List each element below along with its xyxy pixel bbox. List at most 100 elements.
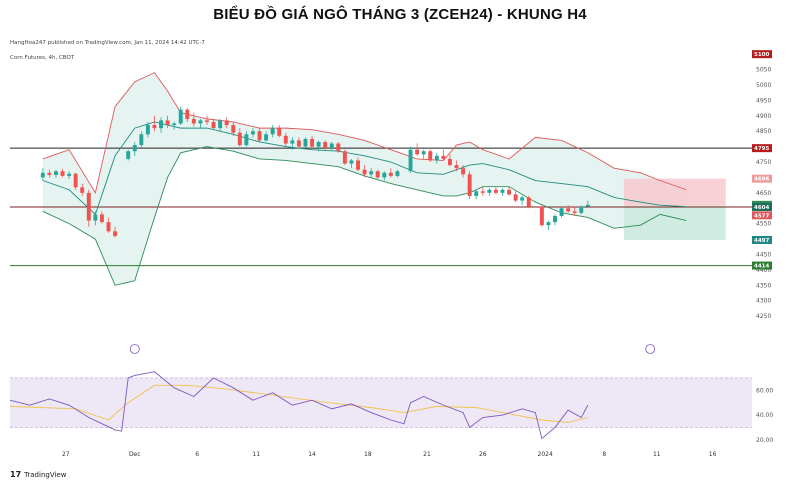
candle-body: [421, 151, 426, 155]
price-badge: [752, 211, 772, 220]
candle-body: [388, 172, 393, 176]
chart-title: BIỂU ĐỒ GIÁ NGÔ THÁNG 3 (ZCEH24) - KHUNG…: [213, 6, 587, 23]
candle-body: [231, 125, 236, 133]
candle-body: [375, 171, 380, 178]
time-tick-label: 16: [709, 451, 717, 458]
candle-body: [67, 173, 72, 176]
candle-body: [539, 206, 544, 226]
candle-body: [566, 208, 571, 212]
candle-body: [47, 172, 52, 175]
event-marker-icon: [645, 344, 656, 354]
price-badge: [752, 235, 772, 244]
rsi-tick-label: 60.00: [756, 387, 773, 394]
candle-body: [290, 140, 295, 144]
candle-body: [218, 120, 223, 129]
candle-body: [316, 141, 321, 147]
rsi-ma-line: [9, 384, 588, 423]
candle-body: [329, 143, 334, 149]
candle-body: [434, 155, 439, 161]
time-tick-label: 11: [653, 451, 661, 458]
candle-body: [362, 169, 367, 175]
price-tick-label: 4300: [756, 298, 771, 305]
candle-body: [428, 151, 433, 161]
symbol-label: Corn Futures, 4h, CBOT: [10, 55, 75, 61]
candle-body: [513, 194, 518, 201]
time-tick-label: 26: [479, 451, 487, 458]
candle-body: [73, 173, 78, 188]
candle-body: [349, 160, 354, 164]
price-badge-label: 4414: [754, 264, 769, 270]
candle-body: [80, 187, 85, 193]
candle-body: [356, 160, 360, 170]
price-tick-label: 4550: [756, 221, 771, 228]
candle-body: [250, 131, 255, 135]
time-tick-label: 14: [308, 451, 316, 458]
candle-body: [559, 208, 564, 216]
candle-body: [447, 158, 452, 166]
bollinger-fill: [42, 72, 687, 286]
price-badge-label: 4696: [754, 177, 769, 183]
candle-body: [408, 149, 413, 172]
price-badge-label: 4577: [754, 213, 769, 219]
rsi-line: [9, 371, 589, 440]
tradingview-logo-icon: 17: [10, 470, 22, 479]
time-tick-label: 27: [62, 451, 70, 458]
candle-body: [303, 138, 308, 147]
candle-body: [493, 189, 498, 193]
candle-body: [270, 128, 275, 135]
candle-body: [395, 171, 400, 176]
candle-body: [369, 171, 374, 175]
rsi-band: [10, 377, 752, 428]
candle-body: [244, 134, 249, 146]
price-badge: [752, 174, 772, 183]
time-tick-label: 18: [364, 451, 372, 458]
price-badge-label: 5100: [754, 52, 769, 58]
bollinger-upper-line: [42, 72, 687, 195]
price-badge-label: 4497: [754, 238, 769, 244]
candle-body: [585, 204, 590, 207]
rsi-tick-label: 20.00: [756, 437, 773, 444]
candle-body: [86, 192, 91, 221]
candle-body: [382, 172, 387, 178]
time-tick-label: 2024: [538, 451, 553, 458]
candle-body: [139, 134, 144, 146]
candle-body: [205, 120, 209, 122]
price-tick-label: 4950: [756, 97, 771, 104]
time-tick-label: 11: [252, 451, 260, 458]
candle-body: [467, 174, 472, 196]
tradingview-logo: 17 TradingView: [10, 470, 66, 479]
candle-body: [172, 123, 177, 126]
candle-body: [579, 206, 584, 213]
price-badge: [752, 144, 772, 153]
price-badge: [752, 203, 772, 212]
price-tick-label: 4900: [756, 113, 771, 120]
candle-body: [461, 168, 466, 175]
candle-body: [224, 120, 229, 126]
candle-body: [415, 149, 420, 155]
time-tick-label: 6: [195, 451, 199, 458]
price-tick-label: 5000: [756, 82, 771, 89]
candle-body: [165, 120, 170, 126]
candle-body: [480, 191, 485, 193]
candle-body: [520, 197, 525, 201]
candle-body: [237, 132, 242, 146]
candle-body: [336, 143, 341, 152]
candle-body: [257, 131, 262, 141]
candle-body: [152, 125, 157, 129]
stop-loss-zone: [623, 178, 726, 206]
candle-body: [132, 145, 137, 152]
candle-body: [310, 138, 315, 147]
time-tick-label: Dec: [129, 451, 141, 458]
candle-body: [53, 171, 58, 175]
event-marker-icon: [129, 344, 140, 354]
price-tick-label: 4650: [756, 190, 771, 197]
candle-body: [198, 120, 203, 124]
time-tick-label: 8: [602, 451, 606, 458]
candle-body: [553, 215, 557, 223]
price-badge-label: 4795: [754, 146, 769, 152]
candle-body: [178, 109, 183, 124]
price-tick-label: 4250: [756, 313, 771, 320]
candle-body: [126, 151, 131, 159]
candle-body: [500, 189, 505, 193]
